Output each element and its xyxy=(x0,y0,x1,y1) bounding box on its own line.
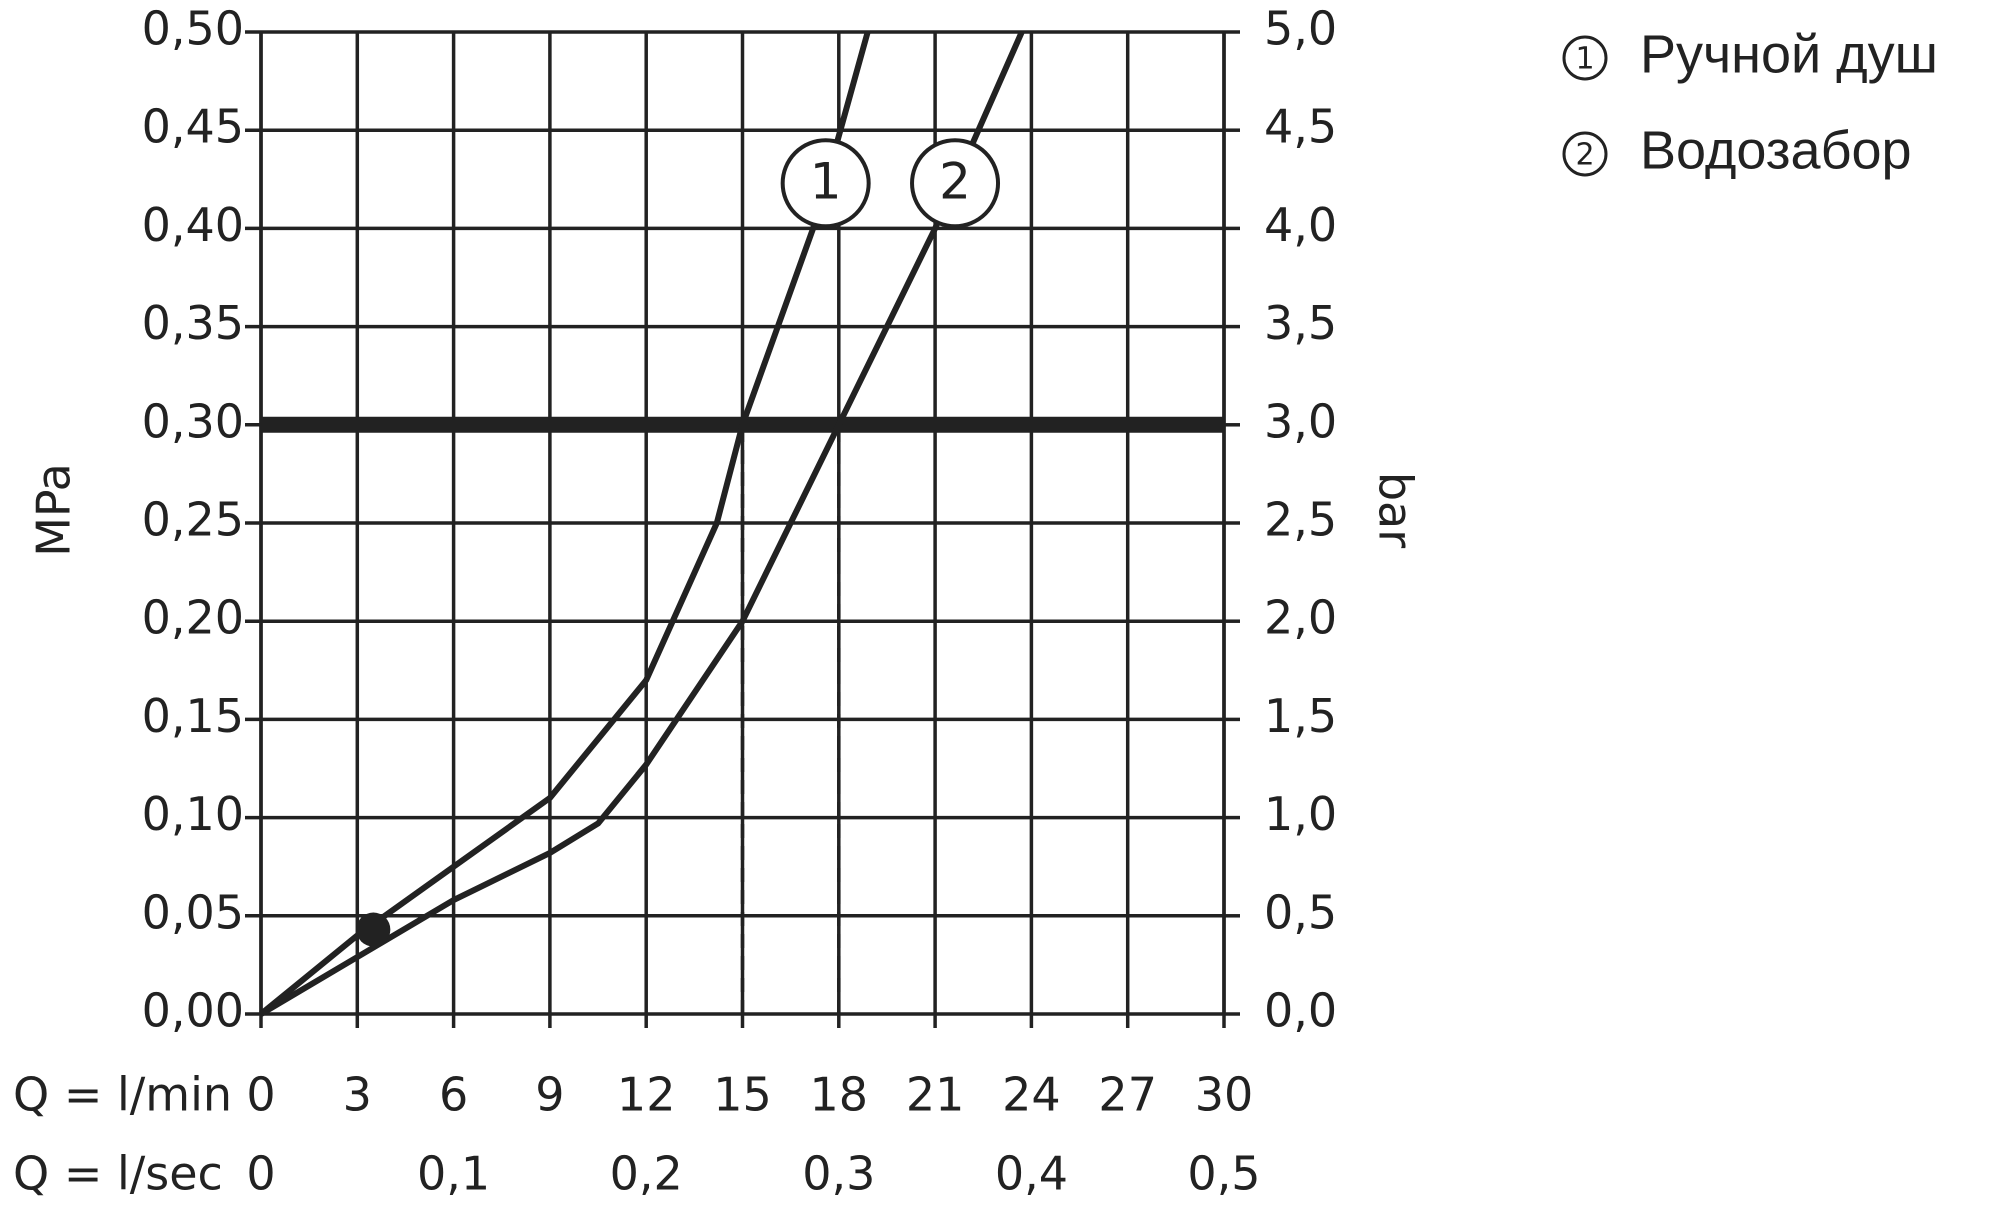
y2-tick-label: 4,0 xyxy=(1264,198,1337,252)
y2-tick-label: 0,0 xyxy=(1264,984,1337,1038)
y-tick-label: 0,45 xyxy=(142,100,244,154)
y-tick-label: 0,10 xyxy=(142,787,244,841)
point-marker xyxy=(356,912,391,947)
y2-tick-label: 1,5 xyxy=(1264,689,1337,743)
y-tick-label: 0,20 xyxy=(142,591,244,645)
y2-axis-title: bar xyxy=(1369,472,1423,548)
legend-label: Ручной душ xyxy=(1640,24,1938,84)
legend-marker-label: 1 xyxy=(1575,42,1594,77)
y-tick-label: 0,35 xyxy=(142,296,244,350)
x-tick-label: 6 xyxy=(439,1068,468,1122)
y2-tick-label: 1,0 xyxy=(1264,787,1337,841)
y2-tick-label: 3,0 xyxy=(1264,394,1337,448)
x-tick-label: 30 xyxy=(1195,1068,1254,1122)
x-tick-label: 9 xyxy=(535,1068,564,1122)
y-axis-title: MPa xyxy=(27,463,81,557)
x2-tick-label: 0,5 xyxy=(1187,1147,1260,1201)
x-tick-label: 15 xyxy=(713,1068,772,1122)
y2-tick-label: 2,0 xyxy=(1264,591,1337,645)
series-callout xyxy=(910,138,1001,229)
y2-tick-label: 5,0 xyxy=(1264,2,1337,56)
x2-tick-label: 0,4 xyxy=(995,1147,1068,1201)
x-axis-title: Q = l/min xyxy=(13,1068,232,1122)
x-tick-label: 12 xyxy=(617,1068,676,1122)
legend-marker xyxy=(1562,35,1608,81)
series-callout-label: 1 xyxy=(810,153,842,211)
x2-axis-title: Q = l/sec xyxy=(13,1147,223,1201)
y-tick-label: 0,00 xyxy=(142,984,244,1038)
x-tick-label: 27 xyxy=(1098,1068,1157,1122)
series-line xyxy=(259,30,1025,1017)
y2-tick-label: 3,5 xyxy=(1264,296,1337,350)
series-line xyxy=(259,31,871,1017)
series-callout xyxy=(780,138,871,229)
legend-marker-label: 2 xyxy=(1575,138,1594,173)
x2-tick-label: 0,1 xyxy=(417,1147,490,1201)
x-tick-label: 24 xyxy=(1002,1068,1061,1122)
y2-tick-label: 0,5 xyxy=(1264,885,1337,939)
y-tick-label: 0,15 xyxy=(142,689,244,743)
x2-tick-label: 0,2 xyxy=(610,1147,683,1201)
y-tick-label: 0,05 xyxy=(142,885,244,939)
series-callout-label: 2 xyxy=(939,153,971,211)
x-tick-label: 0 xyxy=(246,1068,275,1122)
y2-tick-label: 4,5 xyxy=(1264,100,1337,154)
x-tick-label: 21 xyxy=(906,1068,965,1122)
y-tick-label: 0,40 xyxy=(142,198,244,252)
legend-label: Водозабор xyxy=(1640,120,1912,180)
x-tick-label: 18 xyxy=(810,1068,869,1122)
x2-tick-label: 0,3 xyxy=(802,1147,875,1201)
y-tick-label: 0,50 xyxy=(142,2,244,56)
x-tick-label: 3 xyxy=(343,1068,372,1122)
y-tick-label: 0,25 xyxy=(142,493,244,547)
y2-tick-label: 2,5 xyxy=(1264,493,1337,547)
x2-tick-label: 0 xyxy=(246,1147,275,1201)
legend-marker xyxy=(1562,131,1608,177)
y-tick-label: 0,30 xyxy=(142,394,244,448)
